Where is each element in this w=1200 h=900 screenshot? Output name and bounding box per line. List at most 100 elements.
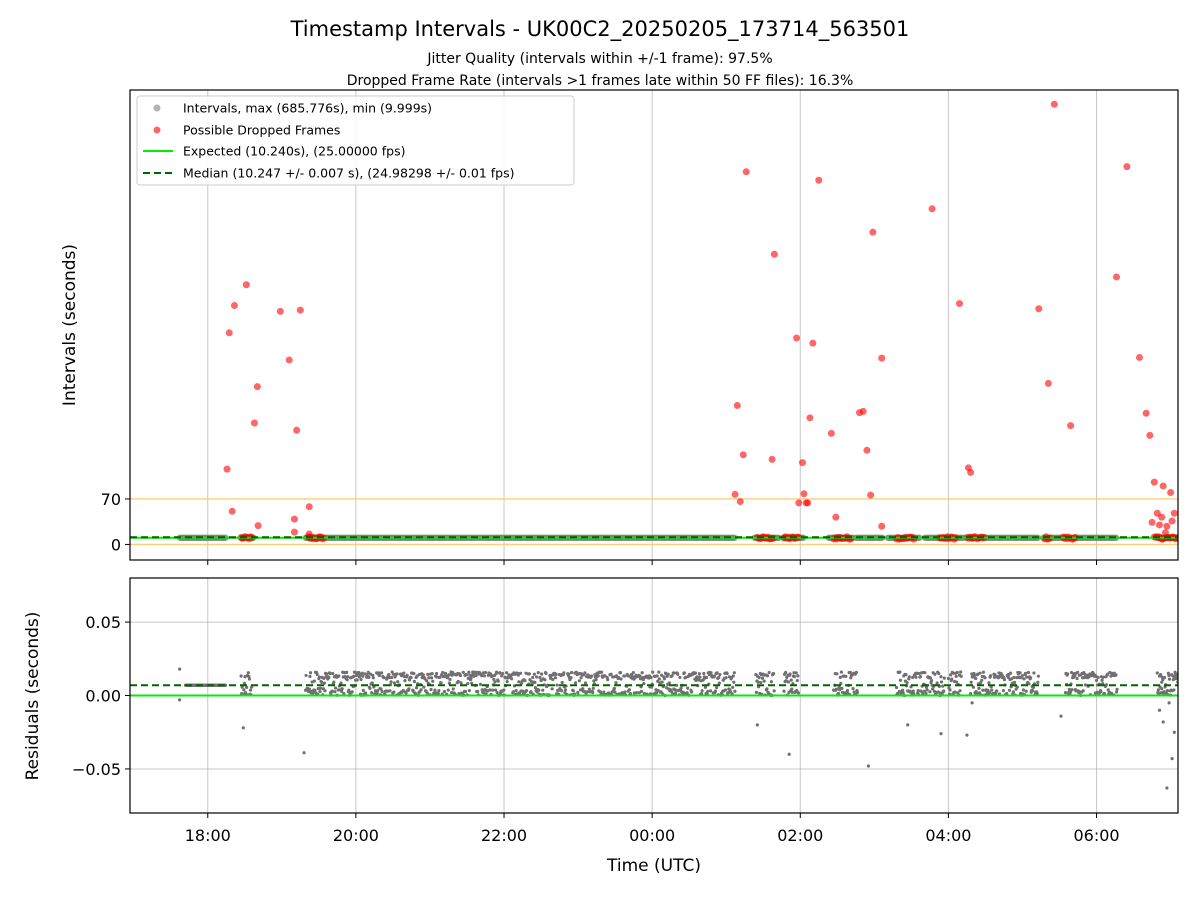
dropped-frame-point (878, 354, 886, 362)
residual-point (389, 680, 393, 684)
dropped-frame-point (290, 528, 298, 536)
residual-point (511, 690, 515, 694)
residual-point (448, 677, 452, 682)
residual-point (308, 674, 312, 679)
residual-point (790, 687, 794, 691)
residual-point (579, 676, 583, 680)
residual-point (1160, 687, 1164, 691)
residual-point (685, 691, 689, 695)
residual-point (993, 673, 997, 677)
residual-point (713, 689, 718, 693)
residual-point (723, 688, 728, 692)
residual-point (430, 672, 434, 676)
residual-point (240, 685, 244, 689)
dropped-frame-point (956, 300, 964, 308)
residual-point (510, 677, 514, 681)
residual-point (1167, 673, 1171, 678)
residual-point (1029, 676, 1033, 680)
residual-point (380, 671, 384, 675)
residual-point (618, 670, 623, 675)
legend-box (136, 95, 575, 186)
dropped-frame-point (305, 530, 313, 538)
residual-point (678, 675, 682, 680)
residual-point (1015, 685, 1019, 689)
residual-point (576, 690, 580, 695)
residual-point (518, 671, 523, 675)
residual-point (894, 685, 899, 690)
residual-point (247, 674, 251, 679)
residual-point (974, 676, 978, 681)
residual-point (631, 671, 635, 675)
residual-point (419, 688, 423, 692)
dropped-frame-point (254, 522, 262, 530)
residual-point (529, 690, 533, 694)
residual-point (1076, 670, 1080, 674)
residual-point (717, 681, 721, 685)
residual-point (919, 689, 923, 693)
residual-point (602, 690, 606, 694)
dropped-frame-point (1161, 529, 1169, 537)
residual-point (731, 674, 735, 678)
residual-point (854, 670, 858, 675)
residual-point (992, 675, 997, 679)
residual-point (591, 686, 595, 690)
residual-point (955, 680, 959, 684)
residual-point (392, 681, 397, 685)
residual-point (1174, 677, 1178, 681)
residual-point (848, 670, 852, 674)
residual-point (951, 671, 956, 675)
residual-point (318, 689, 322, 694)
residual-point (642, 691, 646, 696)
residual-point (430, 676, 434, 680)
residual-point (247, 677, 252, 681)
residual-point (1031, 689, 1035, 693)
residual-point (612, 686, 616, 691)
residual-point (765, 674, 770, 678)
residual-point (732, 680, 736, 684)
dropped-frame-point (1155, 521, 1163, 529)
dropped-frame-point (242, 281, 250, 289)
residual-outlier-point (302, 751, 306, 755)
dropped-frame-point (739, 451, 747, 459)
residual-point (322, 681, 327, 685)
residual-point (1020, 674, 1024, 678)
residual-point (593, 673, 597, 677)
residual-outlier-point (906, 723, 910, 727)
residual-point (969, 680, 973, 684)
residual-point (642, 682, 646, 686)
residual-point (433, 688, 437, 692)
residual-point (1005, 691, 1009, 696)
residual-point (931, 687, 935, 691)
residual-point (312, 679, 317, 683)
residual-point (598, 690, 603, 694)
residual-point (1114, 673, 1118, 677)
residual-point (759, 680, 763, 685)
residual-point (377, 671, 381, 675)
dropped-frame-point (1167, 488, 1175, 496)
y-tick-label: 0 (111, 535, 121, 554)
y-tick-label: −0.05 (72, 760, 121, 779)
residual-point (544, 671, 548, 676)
residual-point (412, 679, 417, 684)
x-tick-label: 00:00 (629, 826, 675, 845)
residual-point (570, 670, 574, 675)
residual-point (942, 689, 946, 693)
residual-point (958, 689, 962, 693)
residual-point (377, 673, 382, 678)
residual-point (619, 677, 623, 681)
residual-point (361, 688, 365, 693)
residual-point (390, 675, 394, 680)
residual-point (360, 671, 364, 675)
residual-point (670, 674, 674, 678)
residual-point (1081, 689, 1085, 693)
residual-outlier-point (1165, 786, 1169, 790)
residual-point (767, 670, 771, 675)
legend-label-median: Median (10.247 +/- 0.007 s), (24.98298 +… (183, 166, 514, 181)
residual-point (628, 692, 633, 696)
dropped-frame-point (800, 490, 808, 498)
residual-point (649, 685, 654, 689)
residual-point (694, 678, 698, 682)
residual-point (516, 673, 520, 677)
residual-point (845, 688, 850, 693)
residual-point (724, 676, 728, 680)
